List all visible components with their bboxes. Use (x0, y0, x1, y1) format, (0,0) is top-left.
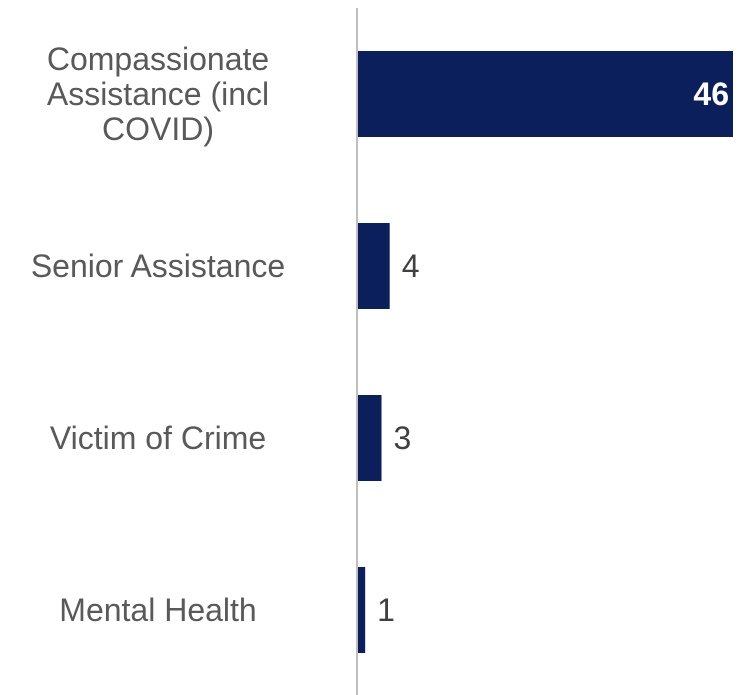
category-label-line: Assistance (incl (47, 76, 269, 112)
bar-0 (357, 51, 733, 137)
category-label-line: Victim of Crime (50, 420, 266, 456)
value-label-3: 1 (377, 592, 395, 628)
category-label-line: Mental Health (59, 592, 256, 628)
value-label-0: 46 (693, 76, 729, 112)
category-label-2: Victim of Crime (50, 420, 266, 456)
bar-1 (357, 223, 390, 309)
value-labels-group: 46 4 3 1 (377, 76, 729, 628)
category-label-1: Senior Assistance (31, 248, 285, 284)
category-label-line: COVID) (102, 111, 214, 147)
category-label-line: Compassionate (47, 41, 269, 77)
category-labels-group: Compassionate Assistance (incl COVID) Senio… (31, 41, 285, 628)
value-label-1: 4 (402, 248, 420, 284)
bar-2 (357, 395, 382, 481)
category-label-3: Mental Health (59, 592, 256, 628)
category-label-line: Senior Assistance (31, 248, 285, 284)
value-label-2: 3 (394, 420, 412, 456)
bars-group (357, 51, 733, 653)
bar-3 (357, 567, 366, 653)
category-label-0: Compassionate Assistance (incl COVID) (47, 41, 269, 147)
